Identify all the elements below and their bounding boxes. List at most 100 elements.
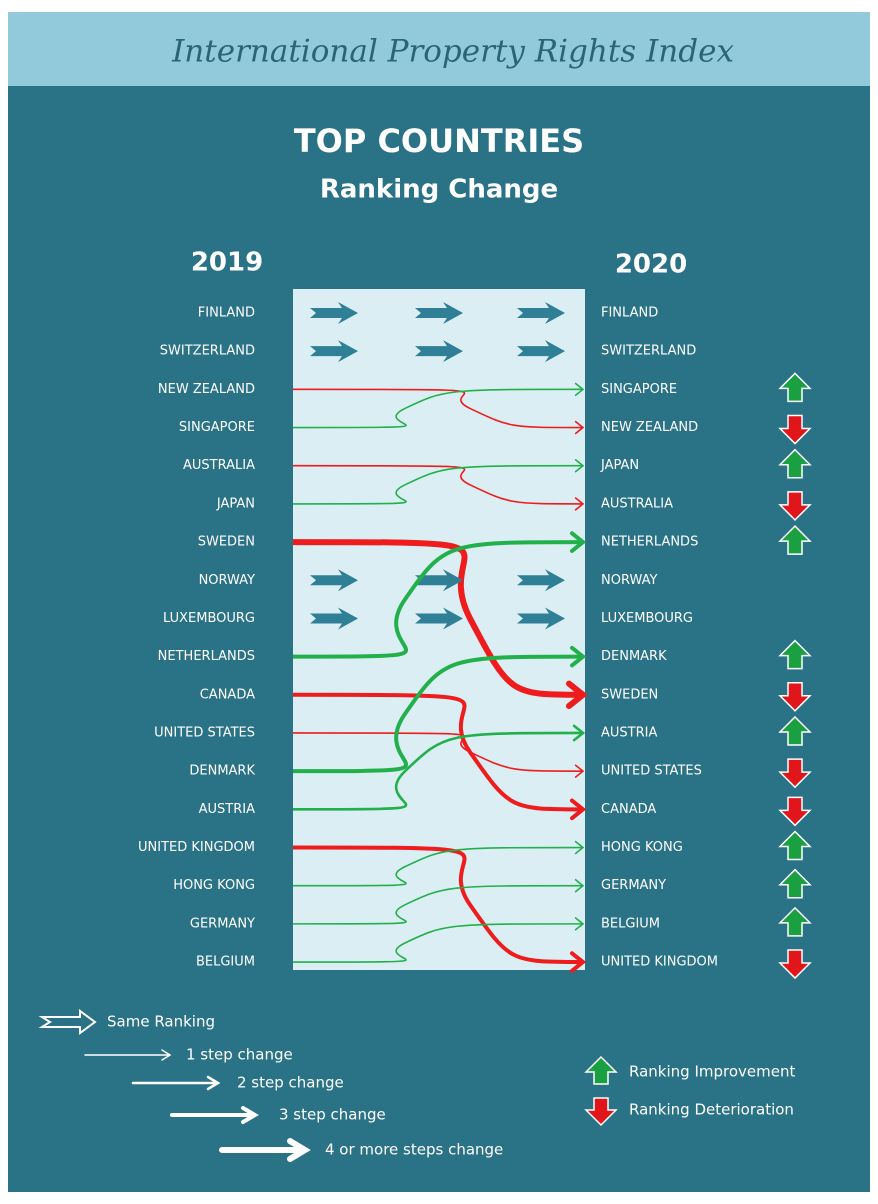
legend-deterioration: Ranking Deterioration (629, 1101, 794, 1119)
same-arrow (415, 607, 463, 630)
flow-arrowhead (574, 459, 585, 473)
country-2020: AUSTRALIA (601, 496, 673, 511)
country-2020: UNITED KINGDOM (601, 955, 718, 970)
deterioration-flow (292, 692, 584, 812)
country-2020: SINGAPORE (601, 382, 677, 397)
legend-step: 1 step change (186, 1046, 293, 1064)
same-arrow (415, 569, 463, 592)
subheading: Ranking Change (320, 175, 558, 205)
improvement-icon (778, 830, 812, 861)
same-arrow (415, 340, 463, 363)
country-2019: UNITED STATES (154, 725, 255, 740)
country-2020: GERMANY (601, 878, 666, 893)
legend-step-2-icon (131, 1075, 221, 1091)
country-2020: BELGIUM (601, 916, 660, 931)
flow-arrowhead (570, 951, 587, 973)
same-arrow (415, 302, 463, 324)
legend-step: 2 step change (237, 1074, 344, 1092)
flow-panel (293, 289, 585, 970)
improvement-flow (292, 923, 584, 963)
country-2019: LUXEMBOURG (163, 611, 255, 626)
improvement-flow (292, 846, 584, 887)
same-arrow (517, 302, 565, 324)
deterioration-icon (778, 414, 812, 445)
deterioration-icon (778, 491, 812, 521)
deterioration-icon (778, 758, 812, 789)
same-arrow (517, 569, 565, 592)
flow-arrowhead (566, 680, 588, 709)
legend-improvement: Ranking Improvement (629, 1063, 795, 1081)
deterioration-icon (778, 796, 812, 827)
improvement-icon (778, 639, 812, 670)
improvement-icon (778, 372, 812, 403)
country-2019: GERMANY (190, 916, 255, 931)
country-2019: NEW ZEALAND (158, 382, 255, 397)
improvement-flow (292, 654, 584, 774)
legend-down-icon (584, 1097, 618, 1127)
improvement-flow (292, 464, 584, 505)
improvement-icon (778, 906, 812, 937)
country-2020: SWITZERLAND (601, 344, 696, 359)
header-band (8, 12, 870, 86)
legend-step-4-icon (219, 1138, 311, 1162)
heading: TOP COUNTRIES (294, 122, 584, 160)
legend-same-icon (38, 1009, 97, 1035)
country-2019: AUSTRIA (199, 802, 255, 817)
legend-up-icon (584, 1055, 618, 1085)
improvement-icon (778, 715, 812, 746)
improvement-icon (778, 868, 812, 899)
country-2019: NETHERLANDS (158, 649, 255, 664)
country-2019: BELGIUM (196, 955, 255, 970)
same-arrow (310, 607, 358, 630)
country-2019: AUSTRALIA (183, 458, 255, 473)
same-arrow (310, 340, 358, 363)
improvement-flow (292, 388, 584, 429)
flow-arrowhead (574, 917, 585, 931)
flow-arrowhead (574, 840, 585, 855)
deterioration-flow (292, 539, 584, 698)
legend-step: 4 or more steps change (325, 1141, 503, 1159)
year-left: 2019 (191, 248, 263, 278)
legend-step-3-icon (170, 1106, 259, 1124)
flow-arrowhead (574, 764, 585, 778)
country-2020: UNITED STATES (601, 764, 702, 779)
flow-arrowhead (574, 497, 585, 511)
country-2020: AUSTRIA (601, 725, 657, 740)
country-2020: DENMARK (601, 649, 667, 664)
improvement-flow (292, 884, 584, 925)
country-2019: CANADA (200, 687, 255, 702)
country-2020: NETHERLANDS (601, 535, 698, 550)
title: International Property Rights Index (171, 34, 734, 70)
deterioration-flow (292, 464, 584, 505)
improvement-icon (778, 448, 812, 479)
country-2019: SINGAPORE (179, 420, 255, 435)
deterioration-flow (292, 388, 584, 429)
flow-arrowhead (574, 382, 585, 397)
country-2019: UNITED KINGDOM (138, 840, 255, 855)
same-arrow (517, 340, 565, 363)
country-2020: HONG KONG (601, 840, 683, 855)
improvement-flow (292, 540, 584, 659)
year-right: 2020 (615, 250, 687, 280)
country-2019: JAPAN (216, 496, 255, 511)
country-2019: FINLAND (198, 306, 255, 321)
legend-step: 3 step change (279, 1106, 386, 1124)
flow-arrowhead (574, 420, 585, 435)
flow-arrowhead (570, 798, 587, 821)
country-2020: JAPAN (600, 458, 639, 473)
same-arrow (310, 302, 358, 324)
country-2019: NORWAY (199, 573, 255, 588)
flow-arrowhead (574, 878, 585, 893)
country-2020: FINLAND (601, 306, 658, 321)
deterioration-icon (778, 682, 812, 712)
improvement-icon (778, 525, 812, 555)
country-2020: NORWAY (601, 573, 657, 588)
country-2020: SWEDEN (601, 687, 658, 702)
country-2020: LUXEMBOURG (601, 611, 693, 626)
legend-step-1-icon (84, 1049, 172, 1061)
country-2019: DENMARK (189, 764, 255, 779)
deterioration-flow (292, 845, 584, 965)
deterioration-flow (292, 732, 584, 772)
